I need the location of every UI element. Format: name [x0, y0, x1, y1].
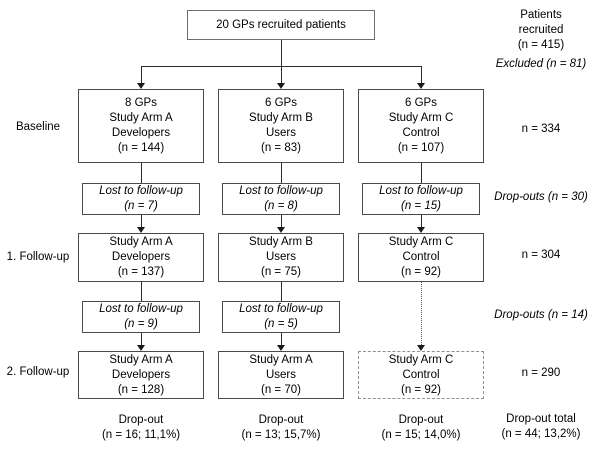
- box-followup1-arm-a: Study Arm A Developers (n = 137): [78, 233, 204, 282]
- label-dropout-arm-b: Drop-out (n = 13; 15,7%): [241, 414, 321, 441]
- label-dropouts-30: Drop-outs (n = 30): [494, 191, 588, 203]
- label-followup1: 1. Follow-up: [6, 251, 70, 263]
- box-followup2-arm-a: Study Arm A Developers (n = 128): [78, 351, 204, 399]
- arrowhead-fu2-c: [417, 345, 425, 351]
- box-baseline-arm-b: 6 GPs Study Arm B Users (n = 83): [218, 89, 344, 163]
- connector-b2: [281, 215, 282, 227]
- connector-b3: [281, 282, 282, 301]
- box-lost1-arm-c: Lost to follow-up (n = 15): [362, 183, 480, 215]
- connector-branch-a: [141, 66, 142, 83]
- connector-c2: [421, 215, 422, 227]
- label-dropout-total: Drop-out total (n = 44; 13,2%): [501, 413, 581, 440]
- label-patients-recruited: Patients recruited (n = 415): [517, 9, 565, 51]
- box-lost1-arm-b: Lost to follow-up (n = 8): [222, 183, 340, 215]
- label-dropouts-14: Drop-outs (n = 14): [494, 309, 588, 321]
- arrowhead-fu2-a: [137, 345, 145, 351]
- box-recruited-patients: 20 GPs recruited patients: [187, 10, 375, 40]
- arrowhead-fu2-b: [277, 345, 285, 351]
- label-n-304: n = 304: [521, 249, 561, 261]
- connector-top-stem: [281, 40, 282, 66]
- arrowhead-fu1-a: [137, 227, 145, 233]
- box-lost2-arm-a: Lost to follow-up (n = 9): [82, 301, 200, 333]
- connector-a1: [141, 163, 142, 183]
- label-followup2: 2. Follow-up: [6, 366, 70, 378]
- label-dropout-arm-c: Drop-out (n = 15; 14,0%): [381, 414, 461, 441]
- connector-b1: [281, 163, 282, 183]
- connector-a4: [141, 333, 142, 345]
- box-baseline-arm-c: 6 GPs Study Arm C Control (n = 107): [358, 89, 484, 163]
- arrowhead-fu1-b: [277, 227, 285, 233]
- connector-a3: [141, 282, 142, 301]
- box-baseline-arm-a: 8 GPs Study Arm A Developers (n = 144): [78, 89, 204, 163]
- connector-c3-dotted: [421, 282, 422, 345]
- connector-c1: [421, 163, 422, 183]
- arrowhead-baseline-b: [277, 83, 285, 89]
- arrowhead-baseline-c: [417, 83, 425, 89]
- box-lost2-arm-b: Lost to follow-up (n = 5): [222, 301, 340, 333]
- connector-branch-b: [281, 66, 282, 83]
- label-n-290: n = 290: [521, 367, 561, 379]
- connector-a2: [141, 215, 142, 227]
- connector-branch-c: [421, 66, 422, 83]
- box-followup2-arm-b: Study Arm A Users (n = 70): [218, 351, 344, 399]
- label-baseline: Baseline: [15, 121, 61, 133]
- box-followup1-arm-b: Study Arm B Users (n = 75): [218, 233, 344, 282]
- arrowhead-fu1-c: [417, 227, 425, 233]
- label-dropout-arm-a: Drop-out (n = 16; 11,1%): [101, 414, 181, 441]
- arrowhead-baseline-a: [137, 83, 145, 89]
- box-followup2-arm-c: Study Arm C Control (n = 92): [358, 351, 484, 399]
- connector-b4: [281, 333, 282, 345]
- box-followup1-arm-c: Study Arm C Control (n = 92): [358, 233, 484, 282]
- label-excluded: Excluded (n = 81): [495, 58, 587, 70]
- box-lost1-arm-a: Lost to follow-up (n = 7): [82, 183, 200, 215]
- label-n-334: n = 334: [521, 123, 561, 135]
